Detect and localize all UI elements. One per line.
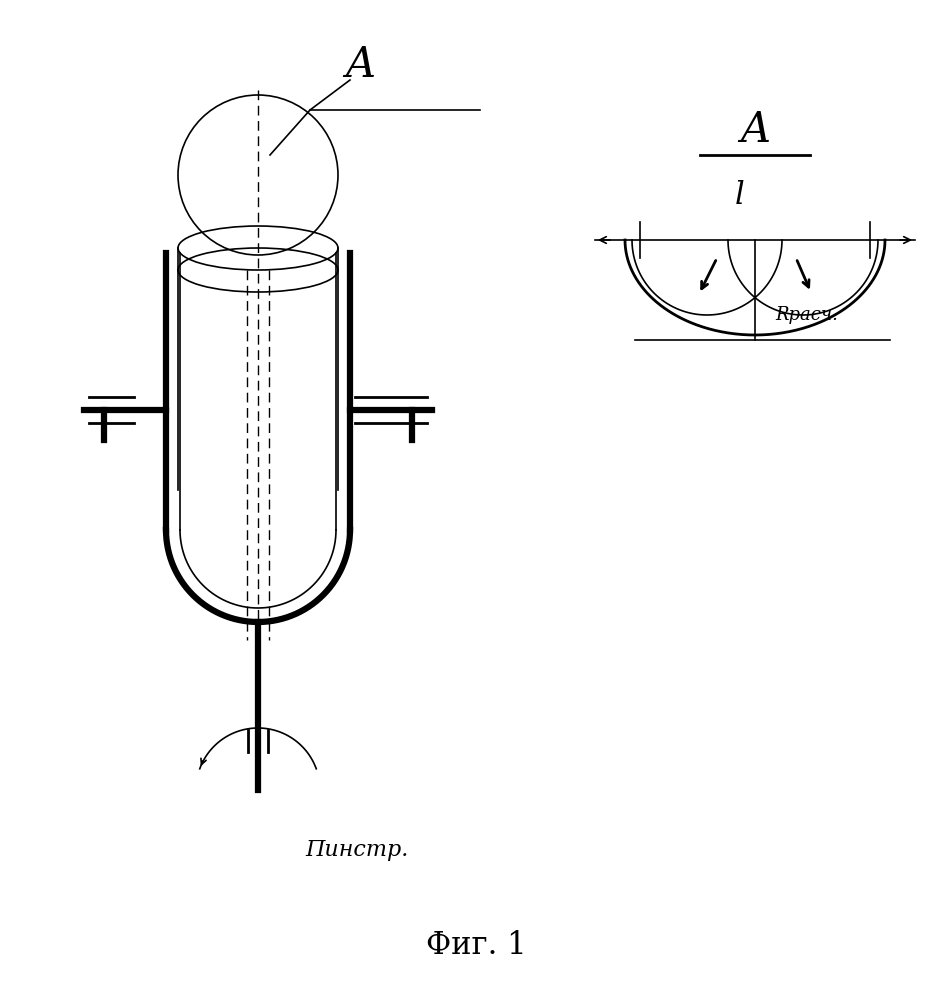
Text: l: l bbox=[735, 180, 744, 211]
Text: Пинстр.: Пинстр. bbox=[305, 839, 408, 861]
Text: Фиг. 1: Фиг. 1 bbox=[426, 930, 526, 960]
Text: A: A bbox=[345, 44, 375, 86]
Text: Rрасч.: Rрасч. bbox=[775, 306, 838, 324]
Text: A: A bbox=[740, 109, 770, 151]
